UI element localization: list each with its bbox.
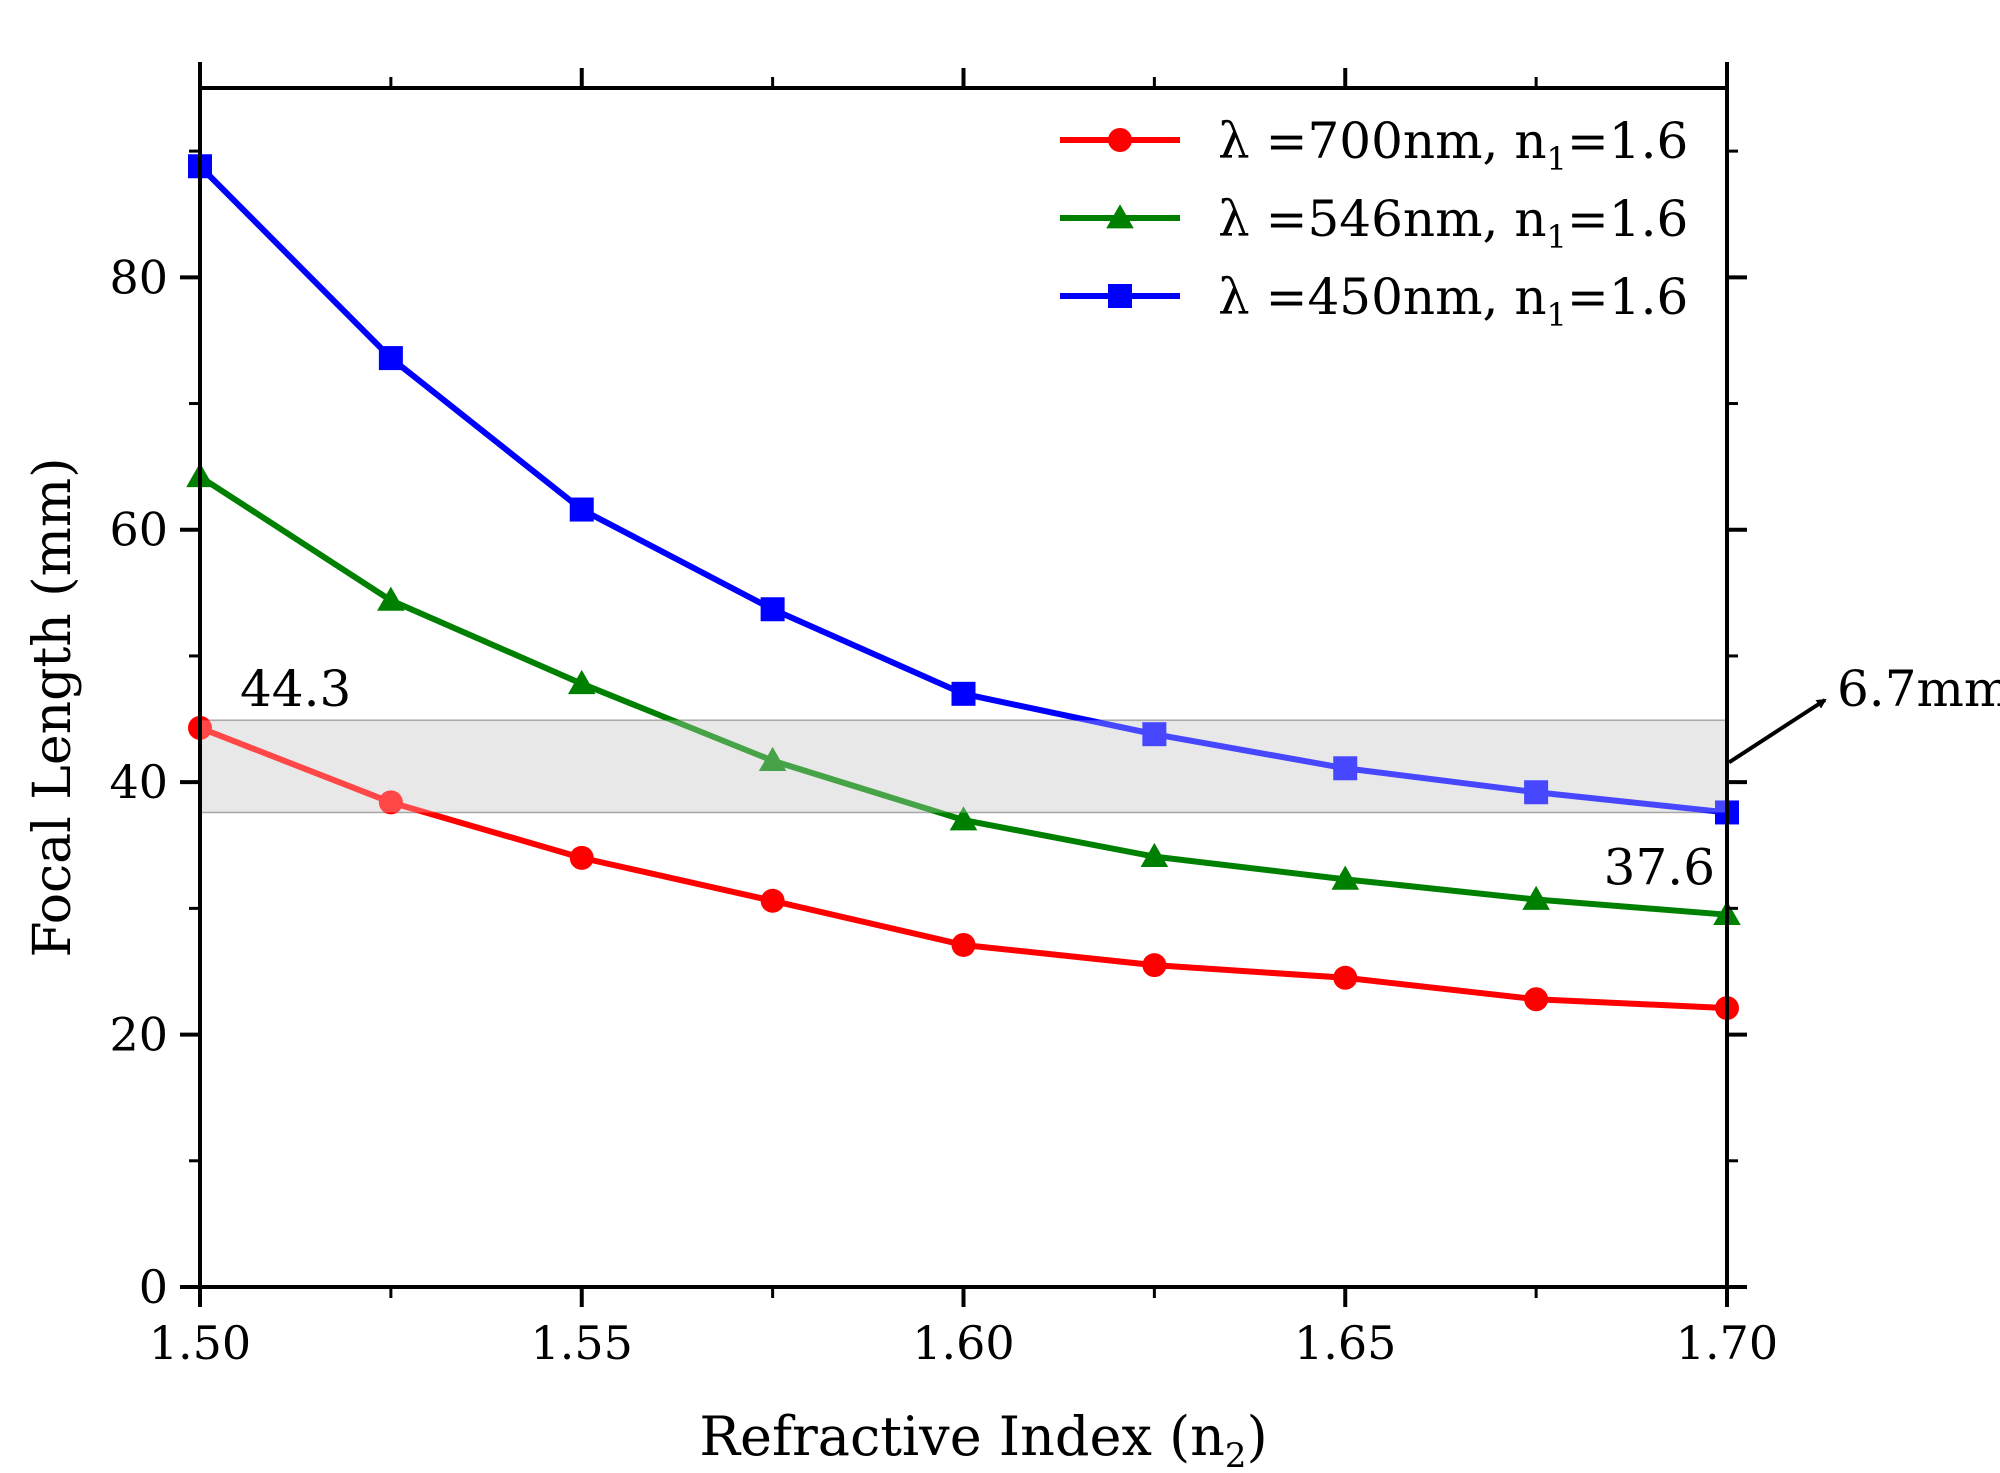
series-0-group (188, 715, 1739, 1021)
x-tick-label-2: 1.60 (912, 1316, 1014, 1370)
legend-item-0: λ =700nm, n1=1.6 (1060, 112, 1688, 178)
x-tick-label-0: 1.50 (149, 1316, 251, 1370)
legend-marker-0 (1108, 128, 1132, 152)
series-2-point-7 (1524, 780, 1549, 805)
legend-item-2: λ =450nm, n1=1.6 (1060, 268, 1688, 334)
series-1-point-4 (949, 806, 978, 831)
series-1-point-6 (1331, 865, 1360, 890)
series-2-group (188, 154, 1739, 825)
legend-label-2: λ =450nm, n1=1.6 (1218, 268, 1688, 334)
series-0-point-6 (1333, 965, 1358, 990)
shaded-range-band (199, 719, 1728, 814)
series-1-point-2 (567, 669, 596, 695)
annotation-band-width: 6.7mm (1837, 660, 2000, 718)
series-2-point-4 (951, 681, 976, 706)
x-axis-label: Refractive Index (n2) (699, 1405, 1267, 1473)
y-tick-label-3: 60 (109, 503, 168, 557)
y-tick-label-0: 0 (139, 1260, 168, 1314)
shaded-band-overlay (200, 720, 1727, 813)
annotation-min-value: 37.6 (1604, 838, 1715, 896)
y-tick-label-1: 20 (109, 1008, 168, 1062)
annotation-arrow (1727, 698, 1827, 765)
legend-label-0: λ =700nm, n1=1.6 (1218, 112, 1688, 178)
series-1-point-1 (377, 586, 405, 611)
series-1-point-7 (1522, 885, 1550, 910)
x-tick-label-1: 1.55 (531, 1316, 633, 1370)
series-2-point-5 (1142, 722, 1167, 747)
series-2-point-1 (378, 346, 403, 371)
legend-marker-1 (1106, 204, 1134, 229)
series-0-point-7 (1524, 987, 1549, 1012)
series-0-point-4 (951, 932, 976, 957)
series-2-point-6 (1333, 756, 1358, 781)
series-0-point-5 (1142, 953, 1167, 978)
series-0-point-1 (378, 790, 403, 815)
series-2-point-3 (760, 597, 785, 622)
legend-item-1: λ =546nm, n1=1.6 (1060, 190, 1688, 256)
series-2-line (197, 164, 1728, 816)
series-1-point-5 (1140, 842, 1169, 867)
series-1-group (186, 462, 1741, 926)
series-2-point-2 (569, 497, 594, 522)
y-tick-label-4: 80 (109, 250, 168, 304)
legend-label-1: λ =546nm, n1=1.6 (1218, 190, 1688, 256)
series-0-point-2 (569, 845, 594, 870)
annotation-max-value: 44.3 (240, 660, 351, 718)
y-axis-label: Focal Length (mm) (23, 457, 83, 957)
series-1-point-3 (758, 746, 787, 772)
series-0-point-3 (760, 888, 785, 913)
x-tick-label-4: 1.70 (1676, 1316, 1778, 1370)
legend-marker-2 (1108, 284, 1132, 308)
y-tick-label-2: 40 (109, 755, 168, 809)
x-tick-label-3: 1.65 (1294, 1316, 1396, 1370)
